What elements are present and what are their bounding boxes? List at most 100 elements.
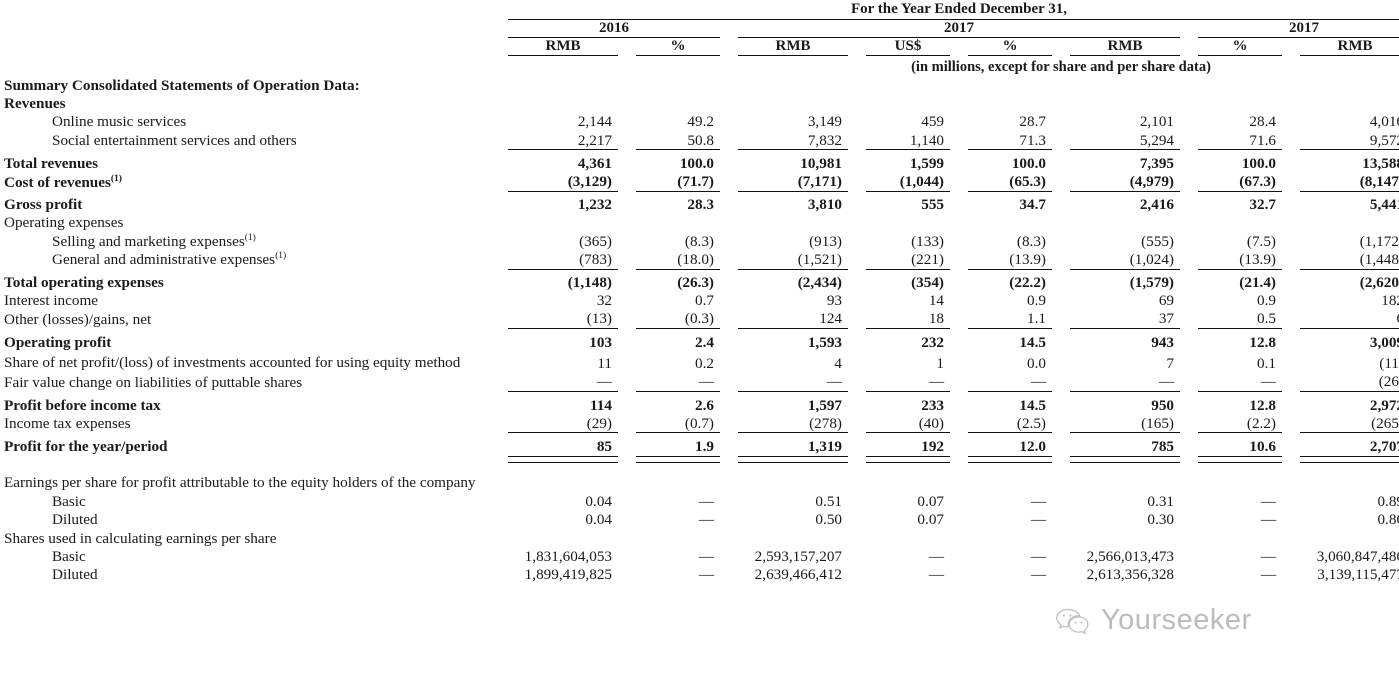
- table-row: Earnings per share for profit attributab…: [0, 473, 1399, 493]
- row-label-total-revenues: Total revenues: [4, 154, 99, 172]
- cell-value: (7.5): [1246, 232, 1276, 250]
- row-label-cost-of-revenues: Cost of revenues(1): [0, 173, 490, 192]
- header-year-2016: 2016: [508, 19, 720, 38]
- cell-value: —: [928, 373, 944, 391]
- table-row: Other (losses)/gains, net (13) (0.3) 124…: [0, 310, 1399, 329]
- header-col-rmb-2016: RMB: [508, 37, 618, 56]
- cell-value: (4,979): [1129, 173, 1174, 191]
- cell-value: (3,129): [567, 173, 612, 191]
- cell-value: —: [1030, 511, 1046, 529]
- cell-value: 100.0: [679, 154, 714, 172]
- cell-value: 3,060,847,486: [1316, 547, 1399, 565]
- cell-value: 1,319: [807, 437, 842, 455]
- row-label-total-operating-expenses: Total operating expenses: [4, 274, 164, 292]
- cell-value: (555): [1141, 232, 1174, 250]
- cell-value: 14.5: [1019, 396, 1046, 414]
- subtotal-rule: [0, 391, 1399, 397]
- cell-value: 192: [921, 437, 944, 455]
- table-row: Interest income 32 0.7 93 14 0.9 69 0.9 …: [0, 292, 1399, 310]
- cell-value: 3,009: [1369, 333, 1399, 351]
- cell-value: 10,981: [800, 154, 842, 172]
- cell-value: 2,972: [1369, 396, 1399, 414]
- cell-value: 0.89: [1377, 493, 1399, 511]
- cell-value: —: [596, 373, 612, 391]
- cell-value: 10.6: [1249, 437, 1276, 455]
- cell-value: 124: [819, 310, 842, 328]
- cell-value: 555: [921, 196, 944, 214]
- cell-value: —: [698, 566, 714, 583]
- cell-value: 32.7: [1249, 196, 1276, 214]
- header-currency-row: RMB % RMB US$ % RMB % RMB US$ %: [0, 37, 1399, 56]
- cell-value: 2,416: [1139, 196, 1174, 214]
- table-row: General and administrative expenses(1) (…: [0, 250, 1399, 269]
- cell-value: 0.5: [1257, 310, 1276, 328]
- cell-value: (67.3): [1239, 173, 1276, 191]
- cell-value: (40): [918, 414, 944, 432]
- cell-value: (8.3): [684, 232, 714, 250]
- cell-value: 950: [1151, 396, 1174, 414]
- cell-value: 7,395: [1139, 154, 1174, 172]
- cell-value: 50.8: [687, 131, 714, 149]
- row-label-profit-for-the-year: Profit for the year/period: [4, 438, 168, 456]
- summary-operation-data-table: For the Year Ended December 31, For the …: [0, 0, 1399, 583]
- cell-value: —: [1260, 566, 1276, 583]
- cell-value: 7: [1166, 355, 1174, 373]
- cell-value: (1,521): [797, 250, 842, 268]
- cell-value: 0.04: [585, 511, 612, 529]
- cell-value: 0.2: [695, 355, 714, 373]
- cell-value: 0.7: [695, 292, 714, 310]
- table-row: Income tax expenses (29) (0.7) (278) (40…: [0, 414, 1399, 433]
- cell-value: (354): [911, 274, 944, 292]
- row-label-interest-income: Interest income: [4, 292, 99, 310]
- cell-value: 2,217: [577, 131, 612, 149]
- cell-value: (65.3): [1009, 173, 1046, 191]
- cell-value: —: [1260, 547, 1276, 565]
- row-label-shares-diluted: Diluted: [52, 566, 98, 583]
- cell-value: 32: [596, 292, 612, 310]
- row-label-text: General and administrative expenses: [52, 251, 276, 269]
- table-row: Social entertainment services and others…: [0, 131, 1399, 150]
- cell-value: —: [1260, 511, 1276, 529]
- cell-value: 0.07: [917, 511, 944, 529]
- header-col-rmb-2017a: RMB: [738, 37, 848, 56]
- cell-value: (2,434): [797, 274, 842, 292]
- cell-value: 7,832: [807, 131, 842, 149]
- cell-value: 28.4: [1249, 113, 1276, 131]
- cell-value: (165): [1141, 414, 1174, 432]
- cell-value: (13): [586, 310, 612, 328]
- cell-value: 1,899,419,825: [524, 566, 612, 583]
- cell-value: 14.5: [1019, 333, 1046, 351]
- header-col-rmb-2018i: RMB: [1300, 37, 1399, 56]
- cell-value: 1: [936, 355, 944, 373]
- section-title: Summary Consolidated Statements of Opera…: [4, 77, 360, 94]
- cell-value: 85: [596, 437, 612, 455]
- table-row: Share of net profit/(loss) of investment…: [0, 351, 1399, 373]
- table-row: Basic 1,831,604,053 — 2,593,157,207 — — …: [0, 547, 1399, 565]
- cell-value: 1,597: [807, 396, 842, 414]
- cell-value: 1.1: [1027, 310, 1046, 328]
- subtotal-rule: [0, 149, 1399, 155]
- header-col-rmb-2017i: RMB: [1070, 37, 1180, 56]
- cell-value: 103: [589, 333, 612, 351]
- cell-value: 100.0: [1241, 154, 1276, 172]
- row-label-shares-used-heading: Shares used in calculating earnings per …: [4, 529, 277, 547]
- table-row: Shares used in calculating earnings per …: [0, 529, 1399, 547]
- cell-value: (7,171): [797, 173, 842, 191]
- row-label-eps-diluted: Diluted: [52, 511, 98, 529]
- row-label-text: Cost of revenues: [4, 173, 111, 191]
- cell-value: 0.30: [1147, 511, 1174, 529]
- table-row: Total operating expenses (1,148) (26.3) …: [0, 274, 1399, 292]
- cell-value: (2,620): [1359, 274, 1399, 292]
- row-label-general-administrative: General and administrative expenses(1): [0, 250, 490, 269]
- cell-value: (1,024): [1129, 250, 1174, 268]
- row-label-fair-value-change: Fair value change on liabilities of putt…: [4, 373, 303, 391]
- cell-value: 2,144: [577, 113, 612, 131]
- header-group-year-ended: For the Year Ended December 31,: [508, 0, 1399, 20]
- header-col-pct-2017a: %: [968, 37, 1052, 56]
- cell-value: (29): [586, 414, 612, 432]
- row-label-shares-basic: Basic: [52, 547, 86, 565]
- cell-value: (1,448): [1359, 250, 1399, 268]
- cell-value: 5,294: [1139, 131, 1174, 149]
- header-year-2017-interim: 2017: [1198, 19, 1399, 38]
- cell-value: 49.2: [687, 113, 714, 131]
